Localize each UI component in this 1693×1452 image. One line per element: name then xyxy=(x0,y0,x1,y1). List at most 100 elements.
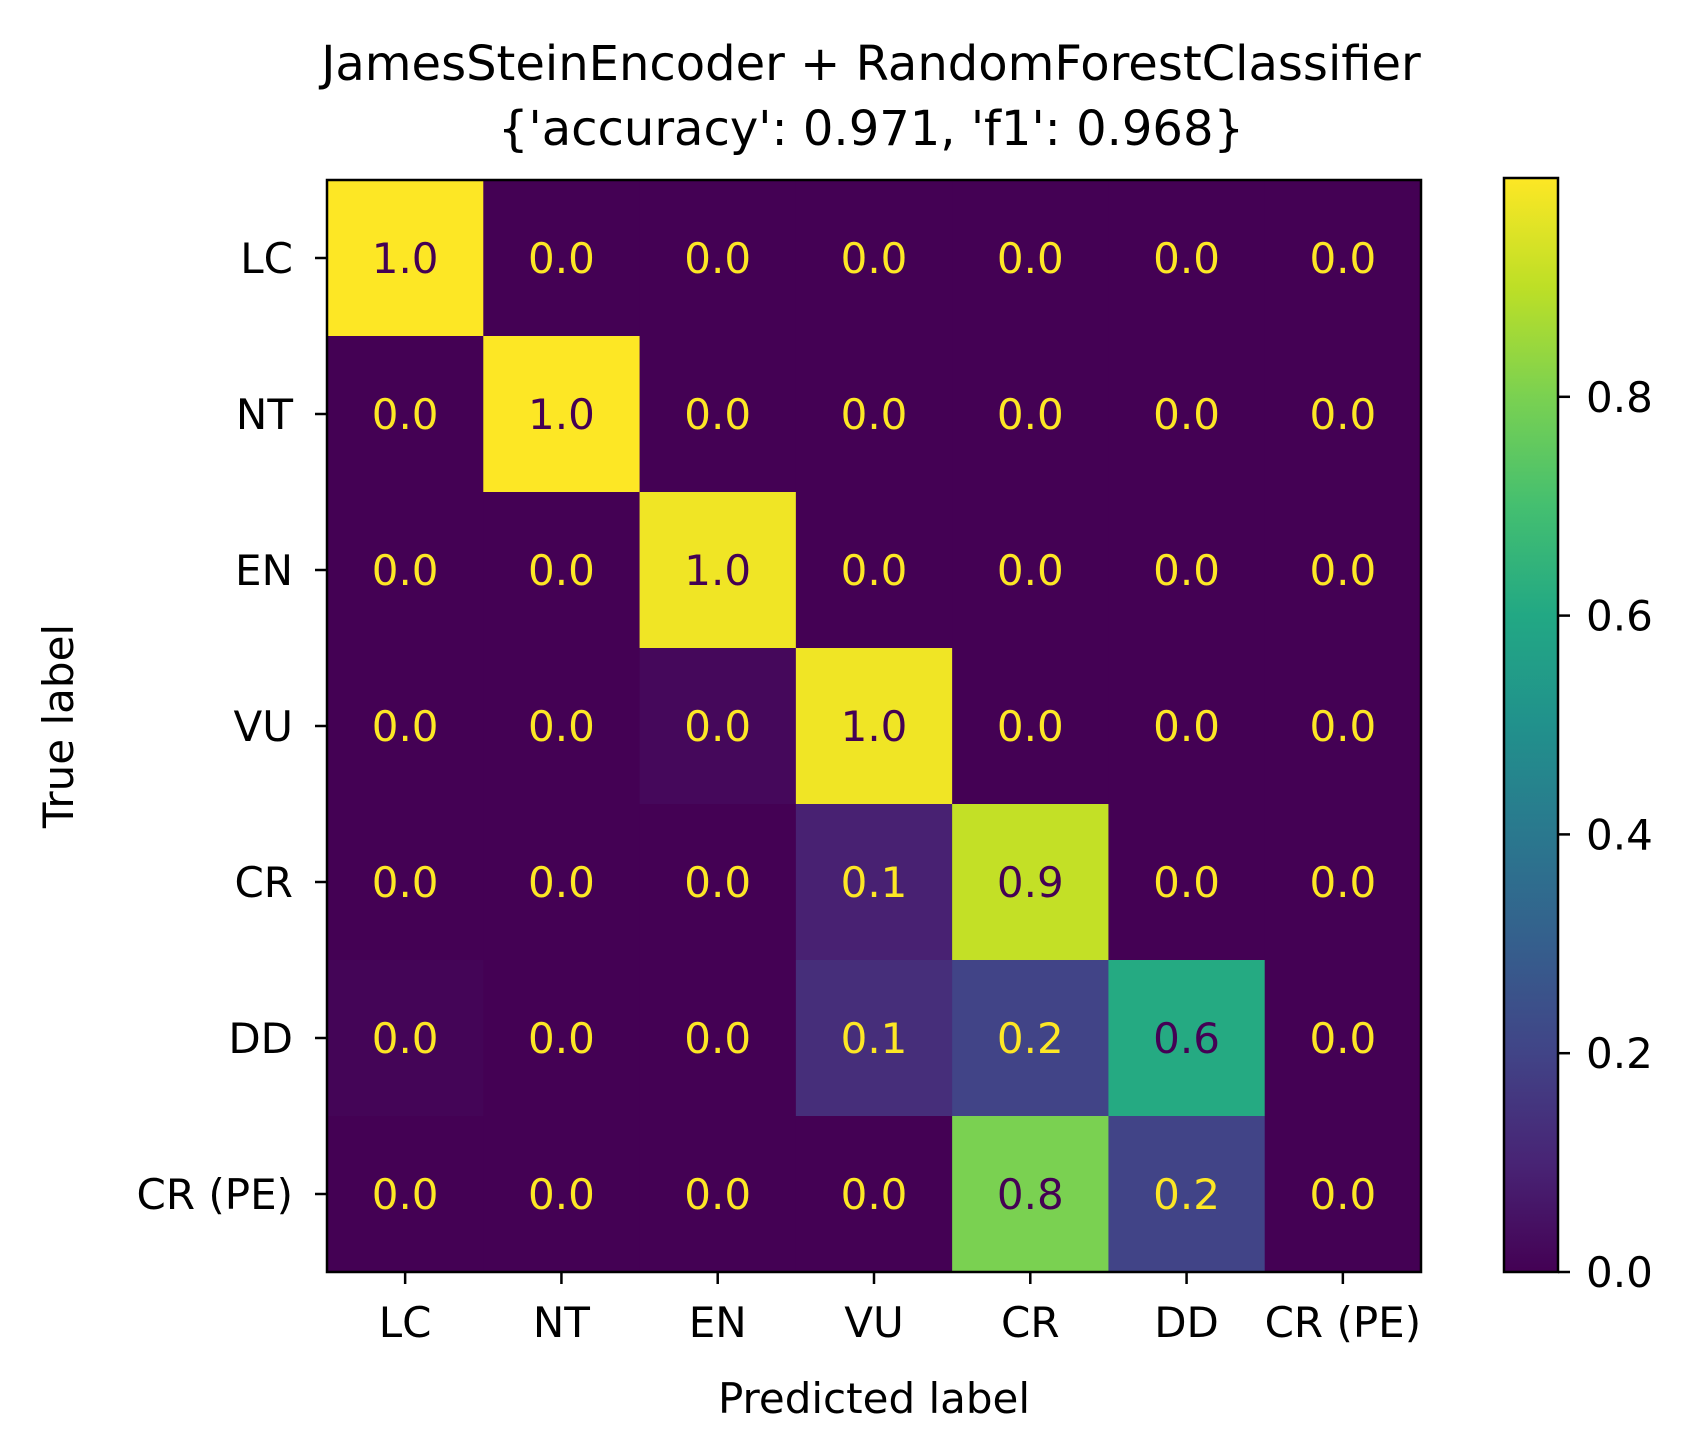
cell-value-label: 0.0 xyxy=(528,858,595,907)
y-tick-label: CR (PE) xyxy=(137,1170,294,1219)
heatmap-cell-r5-c6 xyxy=(1264,960,1422,1117)
heatmap-cell-r3-c2 xyxy=(639,648,797,805)
y-axis-label: True label xyxy=(34,624,83,829)
cell-value-label: 0.0 xyxy=(1153,234,1220,283)
cell-value-label: 0.0 xyxy=(1309,546,1376,595)
colorbar-frame xyxy=(1502,176,1560,1274)
x-axis-label: Predicted label xyxy=(718,1374,1030,1423)
cell-value-label: 0.0 xyxy=(1153,702,1220,751)
cell-value-label: 0.0 xyxy=(1309,1170,1376,1219)
colorbar-tick-label: 0.6 xyxy=(1586,592,1653,641)
cell-value-label: 0.0 xyxy=(841,234,908,283)
heatmap-cell-r5-c5 xyxy=(1108,960,1266,1117)
cell-value-label: 0.2 xyxy=(1153,1170,1220,1219)
heatmap-cell-r2-c5 xyxy=(1108,492,1266,649)
heatmap-cell-r5-c1 xyxy=(483,960,641,1117)
cell-value-label: 0.2 xyxy=(997,1014,1064,1063)
heatmap-cell-r5-c0 xyxy=(327,960,484,1117)
cell-value-label: 0.0 xyxy=(997,390,1064,439)
heatmap-cell-r0-c3 xyxy=(795,180,953,337)
heatmap-cell-r1-c5 xyxy=(1108,336,1266,493)
colorbar-tick-label: 0.8 xyxy=(1586,373,1653,422)
cell-value-label: 0.0 xyxy=(528,1014,595,1063)
y-tick-label: VU xyxy=(234,702,293,751)
heatmap-cell-r4-c6 xyxy=(1264,804,1422,961)
colorbar-tick-label: 0.2 xyxy=(1586,1029,1653,1078)
heatmap-cell-r0-c4 xyxy=(952,180,1110,337)
heatmap-cell-r2-c1 xyxy=(483,492,641,649)
x-tick-label: DD xyxy=(1154,1298,1219,1347)
heatmap-cell-r6-c0 xyxy=(327,1116,484,1273)
cell-value-label: 0.0 xyxy=(684,702,751,751)
colorbar-ticks: 0.0 0.2 0.4 0.6 0.8 xyxy=(1558,373,1653,1297)
cell-value-label: 0.0 xyxy=(372,702,439,751)
heatmap-cell-r5-c3 xyxy=(795,960,953,1117)
x-tick-label: NT xyxy=(533,1298,590,1347)
cell-value-label: 0.0 xyxy=(528,234,595,283)
cell-value-label: 0.0 xyxy=(372,390,439,439)
heatmap-cell-r2-c6 xyxy=(1264,492,1422,649)
colorbar-tick-label: 0.0 xyxy=(1586,1248,1653,1297)
cell-value-label: 0.8 xyxy=(997,1170,1064,1219)
x-tick-label: LC xyxy=(379,1298,432,1347)
y-axis-ticks: LC NT EN VU CR DD CR (PE) xyxy=(137,234,327,1219)
heatmap-cell-r2-c3 xyxy=(795,492,953,649)
cell-value-label: 0.1 xyxy=(841,1014,908,1063)
heatmap-cell-r4-c1 xyxy=(483,804,641,961)
cell-value-label: 0.0 xyxy=(1309,1014,1376,1063)
cell-value-label: 0.0 xyxy=(1153,858,1220,907)
cell-value-label: 0.0 xyxy=(1309,858,1376,907)
y-tick-label: EN xyxy=(235,546,293,595)
heatmap-cell-r6-c6 xyxy=(1264,1116,1422,1273)
cell-value-label: 0.6 xyxy=(1153,1014,1220,1063)
heatmap-cell-r2-c2 xyxy=(639,492,797,649)
chart-subtitle: {'accuracy': 0.971, 'f1': 0.968} xyxy=(498,101,1244,157)
cell-value-label: 0.0 xyxy=(528,702,595,751)
heatmap-cell-r4-c3 xyxy=(795,804,953,961)
heatmap-cell-r6-c5 xyxy=(1108,1116,1266,1273)
heatmap-cell-r5-c4 xyxy=(952,960,1110,1117)
y-tick-label: CR xyxy=(234,858,293,907)
cell-value-label: 1.0 xyxy=(841,702,908,751)
heatmap-cell-r2-c0 xyxy=(327,492,484,649)
cell-value-label: 0.0 xyxy=(1309,702,1376,751)
colorbar-tick-label: 0.4 xyxy=(1586,810,1653,859)
cell-value-label: 0.0 xyxy=(684,1014,751,1063)
heatmap-cell-r0-c2 xyxy=(639,180,797,337)
heatmap-cell-r2-c4 xyxy=(952,492,1110,649)
heatmap-cell-r4-c0 xyxy=(327,804,484,961)
heatmap-cell-r3-c1 xyxy=(483,648,641,805)
heatmap-cell-r0-c5 xyxy=(1108,180,1266,337)
x-tick-label: VU xyxy=(844,1298,903,1347)
cell-value-label: 1.0 xyxy=(372,234,439,283)
heatmap-cell-r1-c3 xyxy=(795,336,953,493)
heatmap-cell-r4-c5 xyxy=(1108,804,1266,961)
cell-value-label: 0.0 xyxy=(1153,390,1220,439)
cell-value-label: 0.0 xyxy=(1153,546,1220,595)
y-tick-label: NT xyxy=(236,390,293,439)
heatmap-cell-labels: 1.0 0.0 0.0 0.0 0.0 0.0 0.0 0.0 1.0 0.0 0.0 0.0 0.0 0… xyxy=(372,234,1377,1219)
cell-value-label: 0.0 xyxy=(997,546,1064,595)
heatmap-cell-r3-c6 xyxy=(1264,648,1422,805)
cell-value-label: 0.0 xyxy=(372,1014,439,1063)
heatmap-cell-r1-c0 xyxy=(327,336,484,493)
heatmap-cell-r4-c4 xyxy=(952,804,1110,961)
cell-value-label: 1.0 xyxy=(684,546,751,595)
heatmap-cell-r5-c2 xyxy=(639,960,797,1117)
x-tick-label: CR xyxy=(1001,1298,1060,1347)
heatmap-cell-r3-c5 xyxy=(1108,648,1266,805)
heatmap-cell-r6-c3 xyxy=(795,1116,953,1273)
cell-value-label: 0.0 xyxy=(684,390,751,439)
cell-value-label: 0.0 xyxy=(528,546,595,595)
cell-value-label: 0.0 xyxy=(684,234,751,283)
cell-value-label: 0.0 xyxy=(1309,390,1376,439)
heatmap-cell-r6-c4 xyxy=(952,1116,1110,1273)
heatmap-cell-r3-c0 xyxy=(327,648,484,805)
cell-value-label: 0.0 xyxy=(997,702,1064,751)
cell-value-label: 0.0 xyxy=(1309,234,1376,283)
heatmap-cell-r4-c2 xyxy=(639,804,797,961)
y-tick-label: LC xyxy=(240,234,293,283)
cell-value-label: 0.0 xyxy=(841,1170,908,1219)
